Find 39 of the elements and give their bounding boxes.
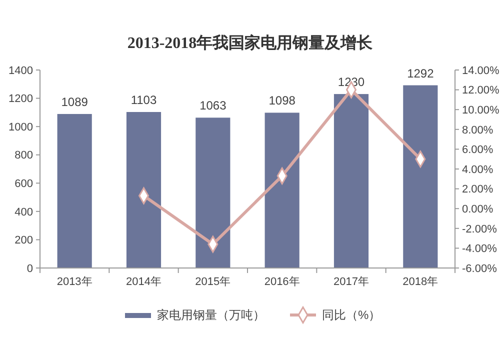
y-tick-label: 200 [14,234,33,247]
y2-tick-label: 12.00% [462,84,500,97]
data-label: 1292 [407,66,434,80]
data-label: 1089 [61,94,88,109]
data-label: 1063 [200,98,227,113]
y-tick-label: 800 [14,150,33,162]
y2-tick-label: 4.00% [462,164,494,176]
y-tick-label: 400 [14,206,33,218]
x-tick-label: 2016年 [264,276,300,288]
y-tick-label: 1000 [8,121,33,134]
y2-tick-label: 2.00% [462,184,494,196]
data-label: 1103 [130,93,157,108]
y2-tick-label: 0.00% [462,203,494,216]
y-tick-label: 1400 [8,64,33,77]
chart-title: 2013-2018年我国家电用钢量及增长 [127,33,374,52]
x-tick-label: 2013年 [56,276,92,288]
x-tick-label: 2014年 [126,276,162,288]
legend-label: 同比（%） [322,308,381,322]
bar [334,94,369,268]
data-label: 1098 [268,94,296,108]
x-tick-label: 2018年 [402,276,438,288]
y2-tick-label: -4.00% [462,243,498,256]
y2-tick-label: 8.00% [462,124,494,136]
bar [264,112,300,268]
y2-tick-label: -6.00% [462,262,498,275]
y2-tick-label: 6.00% [462,144,494,156]
y-tick-label: 1200 [8,93,33,106]
legend-label: 家电用钢量（万吨） [157,308,265,322]
bar [196,118,230,268]
bar [403,85,438,268]
x-tick-label: 2015年 [195,276,231,288]
y2-tick-label: -2.00% [462,223,498,236]
y2-tick-label: 10.00% [462,104,500,116]
x-tick-label: 2017年 [334,276,369,288]
bar [57,114,92,268]
y-tick-label: 0 [26,262,33,275]
y-tick-label: 600 [14,178,33,190]
bar [126,112,162,268]
y2-tick-label: 14.00% [462,64,500,77]
